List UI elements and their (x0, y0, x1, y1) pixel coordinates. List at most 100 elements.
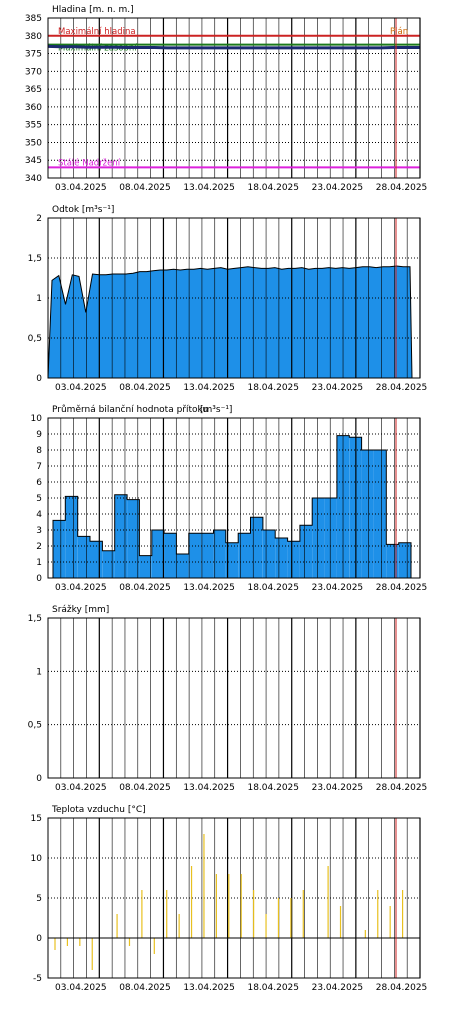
panel-srazky: Srážky [mm] 0 0,5 1 1,5 03.04.2025 08.04.2025 1… (28, 605, 428, 793)
chart-unit: [m³s⁻¹] (200, 405, 232, 415)
panel-odtok: Odtok [m³s⁻¹] 0 0,5 1 1,5 2 03.04.2025 08.04.20… (28, 205, 428, 393)
x-tick-label: 08.04.2025 (119, 583, 171, 593)
plot-frame (47, 417, 421, 579)
threshold-label: Stálé Nadržení (58, 157, 121, 168)
inflow-outline (52, 435, 412, 578)
inflow-bar (139, 555, 152, 578)
y-tick-label: 375 (25, 50, 42, 60)
y-tick-label: 9 (36, 430, 42, 440)
chart-title: Odtok [m³s⁻¹] (52, 205, 114, 215)
y-tick-label: 5 (36, 894, 42, 904)
y-tick-label: 1 (36, 558, 42, 568)
y-tick-label: 360 (25, 103, 42, 113)
outflow-area (47, 265, 413, 379)
y-tick-label: 0 (36, 374, 42, 384)
inflow-bar (312, 498, 325, 578)
x-tick-label: 03.04.2025 (55, 983, 107, 993)
x-tick-label: 08.04.2025 (119, 383, 171, 393)
x-tick-label: 13.04.2025 (183, 783, 235, 793)
x-tick-label: 28.04.2025 (376, 983, 428, 993)
x-tick-label: 18.04.2025 (247, 583, 299, 593)
inflow-bar (225, 542, 239, 578)
y-tick-label: 350 (25, 138, 42, 148)
x-tick-label: 18.04.2025 (247, 983, 299, 993)
inflow-bar (77, 536, 90, 578)
y-tick-label: 2 (36, 214, 42, 224)
inflow-bar (201, 533, 214, 578)
inflow-bar (213, 530, 226, 578)
threshold-label: Maximální hladina (58, 27, 136, 37)
panel-pritok: Průměrná bilanční hodnota přítoku[m³s⁻¹]… (31, 404, 428, 593)
inflow-bar (238, 533, 251, 578)
plot-area (48, 18, 420, 178)
y-tick-label: 3 (36, 526, 42, 536)
x-tick-label: 28.04.2025 (376, 783, 428, 793)
chart-title: Hladina [m. n. m.] (52, 5, 134, 15)
plot-frame (47, 817, 421, 979)
x-tick-label: 13.04.2025 (183, 183, 235, 193)
y-tick-label: 380 (25, 32, 42, 42)
x-tick-label: 03.04.2025 (55, 783, 107, 793)
inflow-bar (386, 544, 399, 578)
inflow-bar (53, 520, 66, 578)
plot-frame (47, 217, 421, 379)
x-tick-label: 18.04.2025 (247, 383, 299, 393)
y-tick-label: 370 (25, 67, 42, 77)
inflow-bar (250, 517, 263, 578)
x-tick-label: 23.04.2025 (312, 783, 364, 793)
x-tick-label: 18.04.2025 (247, 783, 299, 793)
x-tick-label: 08.04.2025 (119, 983, 171, 993)
panel-teplota: Teplota vzduchu [°C] -5 0 5 10 15 03.04.2025 08… (31, 805, 428, 993)
plot-area (48, 618, 420, 778)
x-tick-label: 13.04.2025 (183, 983, 235, 993)
chart-title: Průměrná bilanční hodnota přítoku (52, 404, 208, 415)
y-tick-label: 1,5 (28, 614, 42, 624)
y-tick-label: 385 (25, 14, 42, 24)
y-tick-label: 6 (36, 478, 42, 488)
y-tick-label: 0 (36, 574, 42, 584)
inflow-bar (287, 541, 300, 578)
x-tick-label: 03.04.2025 (55, 183, 107, 193)
inflow-bar (176, 554, 189, 578)
x-tick-label: 28.04.2025 (376, 183, 428, 193)
plan-label: Plán (390, 27, 408, 37)
x-tick-label: 03.04.2025 (55, 583, 107, 593)
y-tick-label: 355 (25, 121, 42, 131)
y-tick-label: -5 (33, 974, 42, 984)
x-tick-label: 08.04.2025 (119, 183, 171, 193)
inflow-bar (275, 538, 288, 578)
x-tick-label: 23.04.2025 (312, 183, 364, 193)
x-tick-label: 13.04.2025 (183, 383, 235, 393)
inflow-bar (324, 498, 337, 578)
y-tick-label: 5 (36, 494, 42, 504)
y-tick-label: 1,5 (28, 254, 42, 264)
y-tick-label: 15 (31, 814, 42, 824)
inflow-bar (361, 450, 374, 578)
y-tick-label: 2 (36, 542, 42, 552)
inflow-bar (65, 496, 78, 578)
y-tick-label: 0 (36, 774, 42, 784)
x-tick-label: 23.04.2025 (312, 983, 364, 993)
inflow-bar (262, 530, 276, 578)
inflow-bar (374, 450, 387, 578)
y-tick-label: 340 (25, 174, 42, 184)
chart-title: Teplota vzduchu [°C] (51, 805, 146, 815)
panel-hladina: Hladina [m. n. m.] 340 345 350 355 360 365 370 3… (25, 5, 427, 193)
y-tick-label: 345 (25, 156, 42, 166)
inflow-bar (127, 499, 140, 578)
inflow-bar (299, 525, 313, 578)
x-tick-label: 28.04.2025 (376, 583, 428, 593)
water-level-line (47, 44, 420, 50)
inflow-bar (151, 530, 165, 578)
y-tick-label: 365 (25, 85, 42, 95)
y-tick-label: 4 (36, 510, 42, 520)
chart-title: Srážky [mm] (52, 605, 109, 615)
y-tick-label: 7 (36, 462, 42, 472)
x-tick-label: 03.04.2025 (55, 383, 107, 393)
x-tick-label: 18.04.2025 (247, 183, 299, 193)
x-tick-label: 28.04.2025 (376, 383, 428, 393)
y-tick-label: 0,5 (28, 334, 42, 344)
x-tick-label: 08.04.2025 (119, 783, 171, 793)
y-tick-label: 1 (36, 667, 42, 677)
